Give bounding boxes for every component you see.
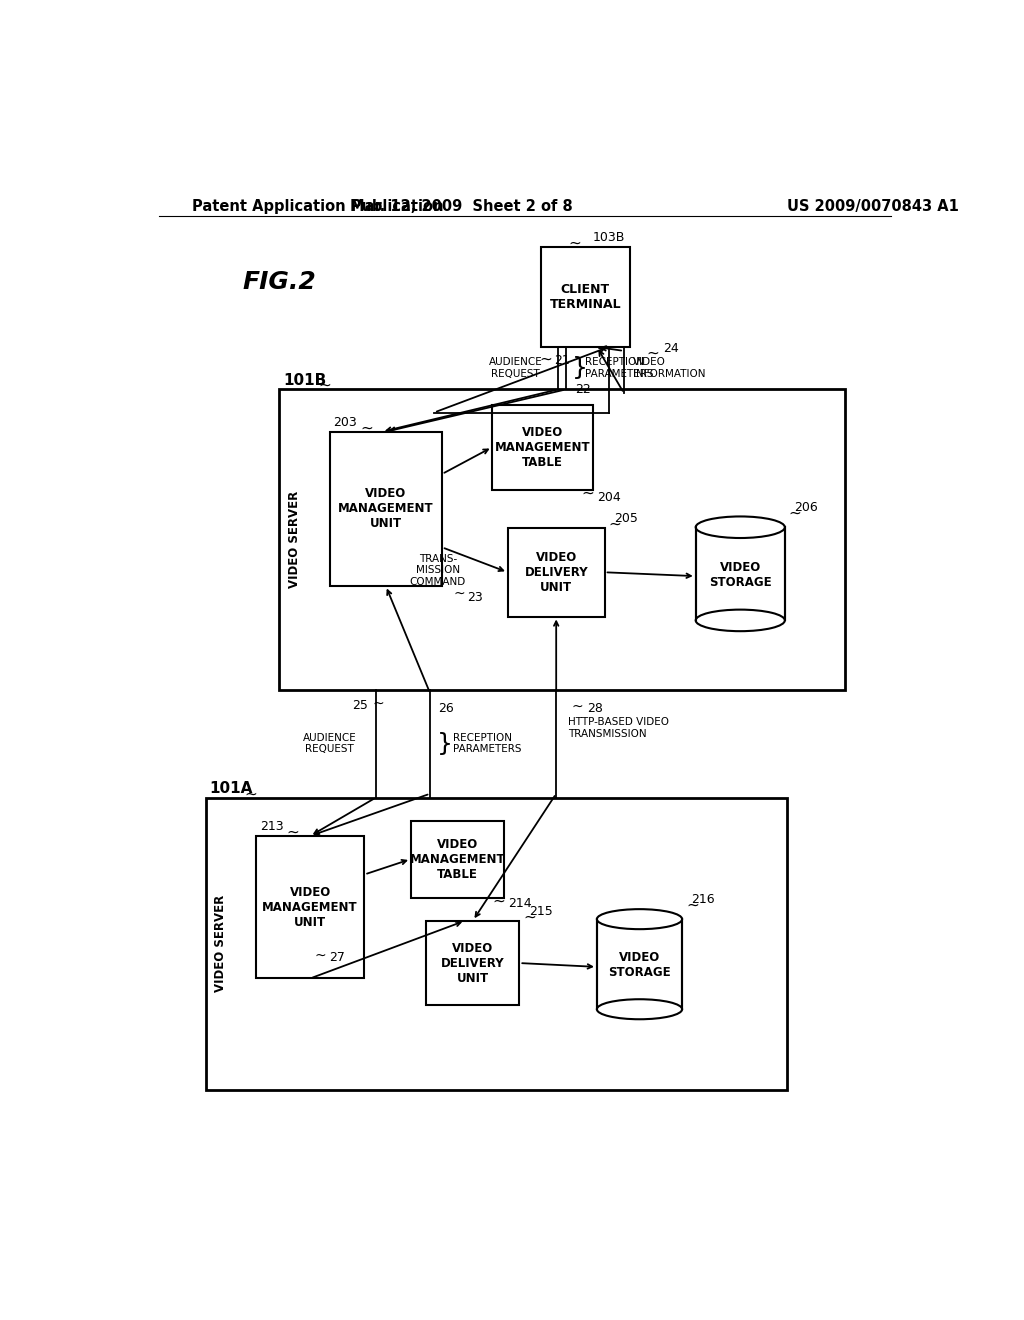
Text: ~: ~ xyxy=(245,787,257,801)
Text: Mar. 12, 2009  Sheet 2 of 8: Mar. 12, 2009 Sheet 2 of 8 xyxy=(350,198,572,214)
Bar xyxy=(695,527,784,620)
Bar xyxy=(330,432,442,586)
Text: VIDEO
MANAGEMENT
TABLE: VIDEO MANAGEMENT TABLE xyxy=(495,425,591,469)
Bar xyxy=(541,247,630,347)
Text: 206: 206 xyxy=(795,500,818,513)
Text: ~: ~ xyxy=(540,351,552,366)
Bar xyxy=(411,821,504,898)
Text: AUDIENCE
REQUEST: AUDIENCE REQUEST xyxy=(303,733,356,755)
Ellipse shape xyxy=(597,909,682,929)
Text: ~: ~ xyxy=(454,586,465,601)
Text: 23: 23 xyxy=(467,591,483,603)
Text: VIDEO
INFORMATION: VIDEO INFORMATION xyxy=(633,358,706,379)
Text: VIDEO
DELIVERY
UNIT: VIDEO DELIVERY UNIT xyxy=(441,941,505,985)
Text: }: } xyxy=(436,731,453,755)
Ellipse shape xyxy=(695,610,784,631)
Text: VIDEO SERVER: VIDEO SERVER xyxy=(214,895,227,993)
Bar xyxy=(597,919,682,1010)
Text: 21: 21 xyxy=(554,354,570,367)
Text: 24: 24 xyxy=(663,342,679,355)
Text: 213: 213 xyxy=(260,820,284,833)
Bar xyxy=(256,836,365,978)
Text: 203: 203 xyxy=(334,416,357,429)
Text: ~: ~ xyxy=(523,909,536,924)
Text: ~: ~ xyxy=(287,825,300,840)
Bar xyxy=(280,389,845,689)
Text: ~: ~ xyxy=(317,378,331,393)
Text: ~: ~ xyxy=(571,700,584,714)
Text: TRANS-
MISSION
COMMAND: TRANS- MISSION COMMAND xyxy=(410,554,466,587)
Text: ~: ~ xyxy=(493,894,506,909)
Text: 101A: 101A xyxy=(209,780,253,796)
Text: 214: 214 xyxy=(508,898,531,911)
Text: 28: 28 xyxy=(587,702,603,715)
Ellipse shape xyxy=(597,999,682,1019)
Text: RECEPTION
PARAMETERS: RECEPTION PARAMETERS xyxy=(454,733,522,755)
Text: FIG.2: FIG.2 xyxy=(243,269,316,293)
Bar xyxy=(493,405,593,490)
Text: AUDIENCE
REQUEST: AUDIENCE REQUEST xyxy=(488,358,543,379)
Text: US 2009/0070843 A1: US 2009/0070843 A1 xyxy=(786,198,958,214)
Text: 215: 215 xyxy=(528,906,552,917)
Text: 27: 27 xyxy=(330,950,345,964)
Text: VIDEO
MANAGEMENT
TABLE: VIDEO MANAGEMENT TABLE xyxy=(410,838,505,880)
Text: VIDEO
STORAGE: VIDEO STORAGE xyxy=(608,952,671,979)
Text: ~: ~ xyxy=(582,486,595,500)
Text: VIDEO
MANAGEMENT
UNIT: VIDEO MANAGEMENT UNIT xyxy=(338,487,433,531)
Text: RECEPTION
PARAMETERS: RECEPTION PARAMETERS xyxy=(586,358,653,379)
Text: 205: 205 xyxy=(614,512,638,525)
Text: ~: ~ xyxy=(646,346,658,360)
Bar xyxy=(206,797,786,1090)
Text: VIDEO
STORAGE: VIDEO STORAGE xyxy=(709,561,771,589)
Text: 216: 216 xyxy=(691,894,715,907)
Text: ~: ~ xyxy=(314,949,326,962)
Text: VIDEO
MANAGEMENT
UNIT: VIDEO MANAGEMENT UNIT xyxy=(262,886,358,929)
Text: }: } xyxy=(572,356,588,380)
Text: CLIENT
TERMINAL: CLIENT TERMINAL xyxy=(550,282,622,312)
Bar xyxy=(426,921,519,1006)
Text: ~: ~ xyxy=(360,420,374,436)
Text: ~: ~ xyxy=(608,516,622,532)
Text: ~: ~ xyxy=(686,898,698,913)
Text: 25: 25 xyxy=(352,698,369,711)
Text: 103B: 103B xyxy=(593,231,626,244)
Text: 22: 22 xyxy=(575,383,591,396)
Text: Patent Application Publication: Patent Application Publication xyxy=(193,198,443,214)
Text: VIDEO
DELIVERY
UNIT: VIDEO DELIVERY UNIT xyxy=(524,550,588,594)
Text: 26: 26 xyxy=(438,702,454,715)
Text: ~: ~ xyxy=(372,697,384,710)
Text: 101B: 101B xyxy=(283,372,327,388)
Text: ~: ~ xyxy=(568,235,582,251)
Text: ~: ~ xyxy=(788,506,802,520)
Bar xyxy=(508,528,604,616)
Ellipse shape xyxy=(695,516,784,539)
Text: HTTP-BASED VIDEO
TRANSMISSION: HTTP-BASED VIDEO TRANSMISSION xyxy=(568,717,669,739)
Text: 204: 204 xyxy=(597,491,621,504)
Text: VIDEO SERVER: VIDEO SERVER xyxy=(288,491,301,589)
